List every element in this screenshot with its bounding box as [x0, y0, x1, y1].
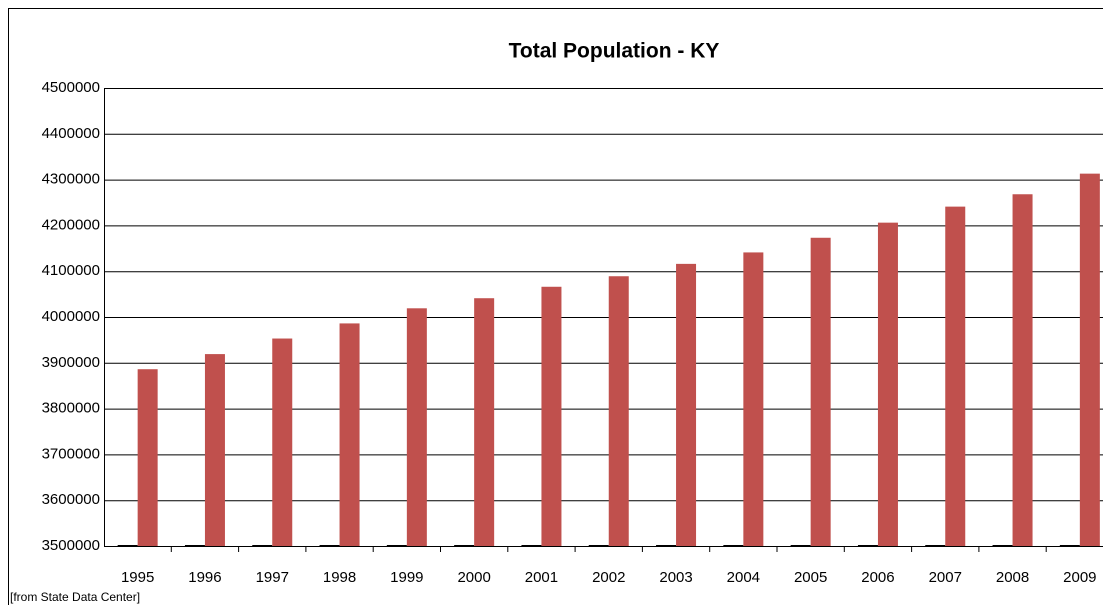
y-tick-label: 4100000 — [42, 262, 100, 279]
x-tick-label: 1999 — [390, 569, 423, 586]
x-tick-label: 2000 — [457, 569, 490, 586]
x-tick-label: 2007 — [929, 569, 962, 586]
x-tick-label: 1996 — [188, 569, 221, 586]
x-tick-label: 2009 — [1063, 569, 1096, 586]
bar — [656, 545, 677, 547]
source-note: [from State Data Center] — [10, 590, 140, 604]
bar — [676, 263, 697, 546]
y-tick-label: 3600000 — [42, 491, 100, 508]
bar — [608, 276, 629, 546]
x-tick-label: 1998 — [323, 569, 356, 586]
bar — [992, 545, 1013, 547]
x-tick-label: 2006 — [861, 569, 894, 586]
y-tick-label: 4500000 — [42, 79, 100, 96]
bar — [541, 286, 562, 546]
bar — [474, 298, 495, 546]
bar — [857, 545, 878, 547]
y-tick-label: 3900000 — [42, 354, 100, 371]
bar — [1012, 194, 1033, 547]
x-tick-label: 2002 — [592, 569, 625, 586]
bar — [137, 369, 158, 546]
bar — [1059, 545, 1080, 547]
chart-title: Total Population - KY — [509, 40, 720, 63]
y-tick-label: 4400000 — [42, 125, 100, 142]
bar — [945, 206, 966, 546]
bar — [272, 338, 293, 546]
x-tick-label: 2008 — [996, 569, 1029, 586]
bar — [252, 545, 273, 547]
y-tick-label: 3500000 — [42, 537, 100, 554]
bar — [723, 545, 744, 547]
bar — [1079, 173, 1100, 546]
y-tick-label: 4300000 — [42, 171, 100, 188]
bar — [184, 545, 205, 547]
x-tick-label: 2003 — [659, 569, 692, 586]
x-tick-label: 2001 — [525, 569, 558, 586]
y-tick-label: 4200000 — [42, 216, 100, 233]
bar — [810, 237, 831, 547]
x-tick-label: 2005 — [794, 569, 827, 586]
bar — [743, 252, 764, 546]
bar — [339, 323, 360, 546]
y-tick-label: 4000000 — [42, 308, 100, 325]
bar — [925, 545, 946, 547]
bar — [406, 308, 427, 546]
bar — [204, 354, 225, 546]
bar — [790, 545, 811, 547]
bar — [454, 545, 475, 547]
x-tick-label: 2004 — [727, 569, 760, 586]
x-tick-label: 1997 — [256, 569, 289, 586]
y-tick-label: 3700000 — [42, 445, 100, 462]
bar — [117, 545, 138, 547]
bar — [319, 545, 340, 547]
bar — [521, 545, 542, 547]
bar — [386, 545, 407, 547]
bar — [877, 222, 898, 547]
bar — [588, 545, 609, 547]
x-tick-label: 1995 — [121, 569, 154, 586]
y-tick-label: 3800000 — [42, 400, 100, 417]
